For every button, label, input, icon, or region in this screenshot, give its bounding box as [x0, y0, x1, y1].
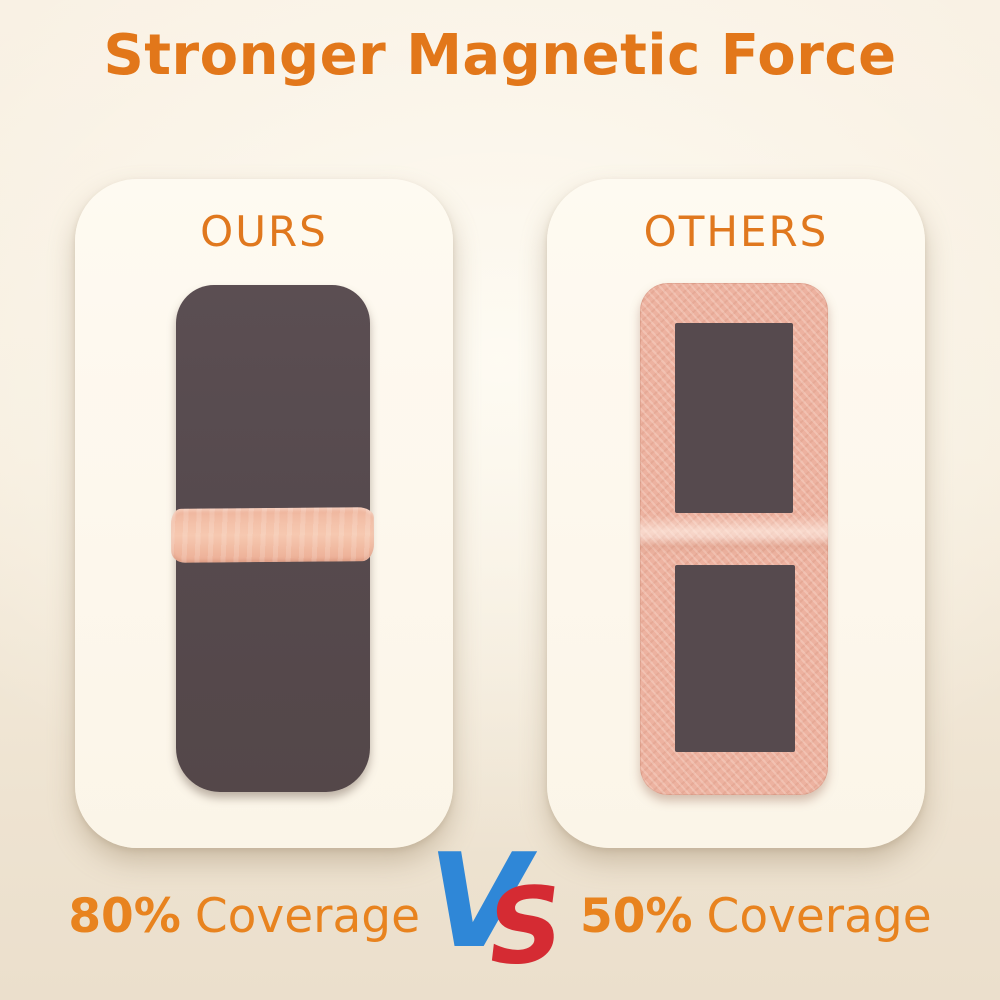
- others-card: OTHERS: [547, 179, 925, 848]
- others-coverage-percent: 50%: [580, 888, 693, 944]
- others-card-label: OTHERS: [643, 207, 829, 256]
- others-fabric-patch: [640, 283, 828, 795]
- others-magnet-bottom: [675, 565, 795, 752]
- others-coverage-text: 50% Coverage: [580, 893, 932, 940]
- others-patch-fold-line: [640, 515, 828, 555]
- ours-coverage-percent: 80%: [68, 888, 181, 944]
- ours-coverage-label: Coverage: [194, 888, 420, 944]
- others-magnet-top: [675, 323, 793, 513]
- vs-letter-v: V: [428, 825, 529, 977]
- ours-patch-fold-strip: [170, 507, 375, 563]
- ours-card-label: OURS: [200, 207, 328, 256]
- ours-coverage-text: 80% Coverage: [68, 893, 420, 940]
- page-title: Stronger Magnetic Force: [103, 23, 897, 88]
- ours-card: OURS: [75, 179, 453, 848]
- ours-magnet-patch: [170, 285, 375, 792]
- others-coverage-label: Coverage: [706, 888, 932, 944]
- vs-letter-s: S: [483, 862, 568, 990]
